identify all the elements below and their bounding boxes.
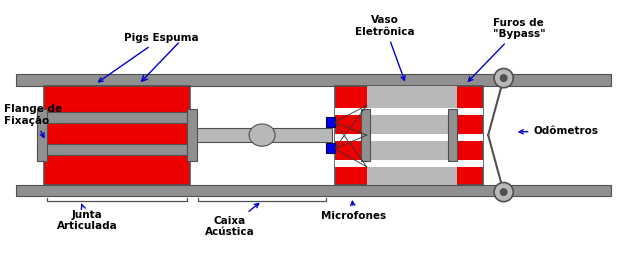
- Bar: [16, 74, 611, 86]
- Bar: [326, 143, 335, 153]
- Ellipse shape: [249, 124, 275, 146]
- Bar: [192, 128, 332, 142]
- Circle shape: [500, 189, 507, 195]
- Bar: [335, 86, 483, 185]
- Bar: [335, 134, 483, 141]
- Circle shape: [494, 69, 514, 88]
- Text: Odômetros: Odômetros: [519, 126, 598, 136]
- Bar: [36, 109, 46, 161]
- Bar: [335, 160, 483, 167]
- Text: Vaso
Eletrônica: Vaso Eletrônica: [355, 15, 414, 80]
- Bar: [361, 109, 370, 161]
- Bar: [448, 109, 457, 161]
- Circle shape: [500, 75, 507, 82]
- Text: Microfones: Microfones: [321, 201, 386, 221]
- Bar: [326, 117, 335, 127]
- Text: Pigs Espuma: Pigs Espuma: [98, 33, 199, 82]
- Bar: [187, 109, 197, 161]
- Bar: [36, 112, 197, 123]
- Text: Caixa
Acústica: Caixa Acústica: [205, 204, 259, 237]
- Circle shape: [494, 182, 514, 202]
- Bar: [44, 86, 189, 185]
- Text: Furos de
"Bypass": Furos de "Bypass": [468, 18, 545, 81]
- Text: Junta
Articulada: Junta Articulada: [57, 204, 118, 231]
- Bar: [367, 86, 456, 185]
- Text: Flange de
Fixação: Flange de Fixação: [4, 104, 62, 138]
- Bar: [16, 185, 611, 196]
- Bar: [335, 108, 483, 115]
- Bar: [36, 144, 197, 155]
